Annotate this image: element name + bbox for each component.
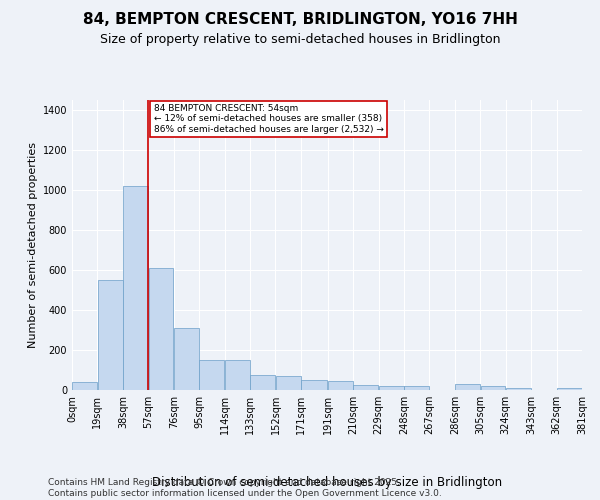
Bar — [250, 375, 275, 390]
Bar — [557, 388, 582, 390]
Y-axis label: Number of semi-detached properties: Number of semi-detached properties — [28, 142, 38, 348]
Bar — [506, 388, 531, 390]
Bar — [72, 382, 97, 390]
Bar — [276, 376, 301, 390]
Bar — [481, 386, 505, 390]
Text: Contains HM Land Registry data © Crown copyright and database right 2025.
Contai: Contains HM Land Registry data © Crown c… — [48, 478, 442, 498]
Bar — [174, 328, 199, 390]
Bar — [98, 280, 122, 390]
Bar — [301, 380, 328, 390]
Bar — [328, 381, 353, 390]
Bar — [199, 360, 224, 390]
Bar — [149, 268, 173, 390]
Text: 84, BEMPTON CRESCENT, BRIDLINGTON, YO16 7HH: 84, BEMPTON CRESCENT, BRIDLINGTON, YO16 … — [83, 12, 517, 28]
Bar — [404, 386, 429, 390]
Text: 84 BEMPTON CRESCENT: 54sqm
← 12% of semi-detached houses are smaller (358)
86% o: 84 BEMPTON CRESCENT: 54sqm ← 12% of semi… — [154, 104, 383, 134]
X-axis label: Distribution of semi-detached houses by size in Bridlington: Distribution of semi-detached houses by … — [152, 476, 502, 489]
Bar — [123, 186, 148, 390]
Bar — [455, 384, 480, 390]
Bar — [225, 360, 250, 390]
Bar — [379, 386, 404, 390]
Bar — [353, 385, 378, 390]
Text: Size of property relative to semi-detached houses in Bridlington: Size of property relative to semi-detach… — [100, 32, 500, 46]
